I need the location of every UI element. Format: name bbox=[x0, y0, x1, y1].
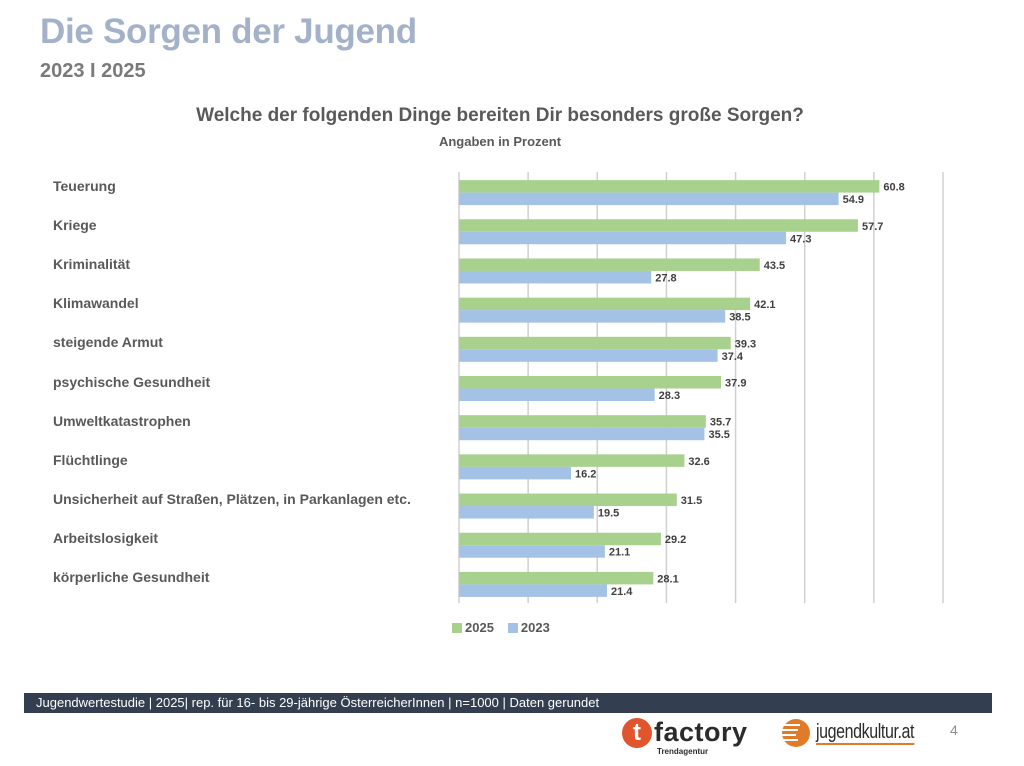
category-label: körperliche Gesundheit bbox=[53, 569, 210, 586]
value-label-2025: 35.7 bbox=[710, 417, 731, 429]
value-label-2023: 28.3 bbox=[659, 390, 680, 402]
bar-2023 bbox=[459, 192, 839, 206]
tfactory-logo: t factory Trendagentur bbox=[622, 717, 748, 756]
bar-2025 bbox=[459, 532, 661, 546]
page-number: 4 bbox=[950, 722, 958, 738]
value-label-2023: 21.4 bbox=[611, 586, 633, 598]
value-label-2023: 27.8 bbox=[655, 272, 676, 284]
value-label-2023: 21.1 bbox=[609, 547, 630, 559]
bar-2025 bbox=[459, 376, 722, 389]
legend-label-2023: 2023 bbox=[520, 620, 550, 635]
bar-2023 bbox=[459, 506, 594, 519]
category-label: Klimawandel bbox=[53, 295, 139, 312]
bar-2023 bbox=[459, 310, 726, 323]
chart-title: Welche der folgenden Dinge bereiten Dir … bbox=[196, 105, 804, 126]
value-label-2023: 16.2 bbox=[575, 468, 596, 480]
bar-2025 bbox=[459, 219, 858, 232]
page-title: Die Sorgen der Jugend bbox=[40, 12, 417, 51]
category-label: Teuerung bbox=[53, 177, 116, 194]
legend-item-2023: 2023 bbox=[507, 620, 550, 635]
legend-swatch-2025 bbox=[452, 622, 462, 633]
bar-2025 bbox=[459, 180, 880, 193]
value-label-2025: 39.3 bbox=[735, 338, 756, 350]
category-label: steigende Armut bbox=[53, 334, 163, 351]
bar-2025 bbox=[459, 297, 751, 311]
bar-2023 bbox=[459, 466, 572, 480]
bar-2023 bbox=[459, 349, 718, 362]
category-label: Kriminalität bbox=[53, 255, 131, 272]
jugendkultur-sun-icon bbox=[778, 719, 810, 747]
category-label: Flüchtlinge bbox=[53, 451, 128, 468]
category-label: Kriege bbox=[53, 216, 97, 233]
bar-2025 bbox=[459, 454, 685, 467]
bar-2025 bbox=[459, 415, 706, 428]
chart-subtitle: Angaben in Prozent bbox=[438, 134, 562, 149]
value-label-2023: 54.9 bbox=[843, 194, 864, 206]
value-label-2025: 43.5 bbox=[764, 260, 785, 272]
jugendkultur-logo-text: jugendkultur.at bbox=[816, 721, 915, 745]
value-label-2023: 19.5 bbox=[598, 508, 619, 520]
bar-2023 bbox=[459, 270, 652, 284]
jugendkultur-logo: jugendkultur.at bbox=[778, 718, 939, 748]
value-label-2025: 29.2 bbox=[665, 534, 686, 546]
value-label-2025: 32.6 bbox=[688, 456, 709, 468]
tfactory-logo-subtitle: Trendagentur bbox=[657, 747, 709, 756]
bar-2025 bbox=[459, 493, 677, 507]
value-label-2023: 38.5 bbox=[729, 312, 750, 324]
value-labels: 60.8 54.9 57.7 47.3 43.5 27.8 42.1 38.5 39.337.4… bbox=[575, 182, 905, 598]
bar-2023 bbox=[459, 584, 607, 597]
bar-2023 bbox=[459, 231, 787, 245]
value-label-2023: 37.4 bbox=[722, 351, 744, 363]
value-label-2025: 57.7 bbox=[862, 221, 883, 233]
value-label-2025: 37.9 bbox=[725, 378, 746, 390]
value-label-2025: 42.1 bbox=[754, 299, 775, 311]
bar-2025 bbox=[459, 258, 760, 271]
legend: 2025 2023 bbox=[452, 620, 550, 635]
value-label-2025: 60.8 bbox=[883, 182, 904, 194]
bar-2023 bbox=[459, 427, 705, 441]
value-label-2023: 35.5 bbox=[708, 429, 729, 441]
bar-2023 bbox=[459, 388, 655, 401]
value-label-2025: 28.1 bbox=[657, 573, 678, 585]
tfactory-logo-icon: t bbox=[622, 718, 652, 748]
legend-label-2025: 2025 bbox=[465, 620, 494, 635]
page-subtitle: 2023 I 2025 bbox=[40, 60, 146, 82]
category-label: Unsicherheit auf Straßen, Plätzen, in Pa… bbox=[53, 491, 411, 508]
footer-bar: Jugendwertestudie | 2025| rep. für 16- b… bbox=[24, 693, 992, 713]
bar-2025 bbox=[459, 336, 731, 350]
category-label: psychische Gesundheit bbox=[53, 373, 211, 390]
category-label: Arbeitslosigkeit bbox=[53, 530, 159, 547]
category-label: Umweltkatastrophen bbox=[53, 412, 191, 429]
legend-swatch-2023 bbox=[507, 622, 518, 633]
bar-2025 bbox=[459, 571, 654, 585]
bar-2023 bbox=[459, 545, 605, 558]
value-label-2025: 31.5 bbox=[681, 495, 702, 507]
bars bbox=[459, 180, 880, 597]
value-label-2023: 47.3 bbox=[790, 233, 811, 245]
legend-item-2025: 2025 bbox=[452, 620, 494, 635]
tfactory-logo-text: factory bbox=[654, 717, 748, 747]
